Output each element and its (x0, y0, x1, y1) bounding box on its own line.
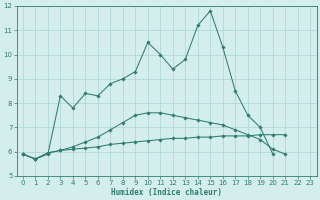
X-axis label: Humidex (Indice chaleur): Humidex (Indice chaleur) (111, 188, 222, 197)
